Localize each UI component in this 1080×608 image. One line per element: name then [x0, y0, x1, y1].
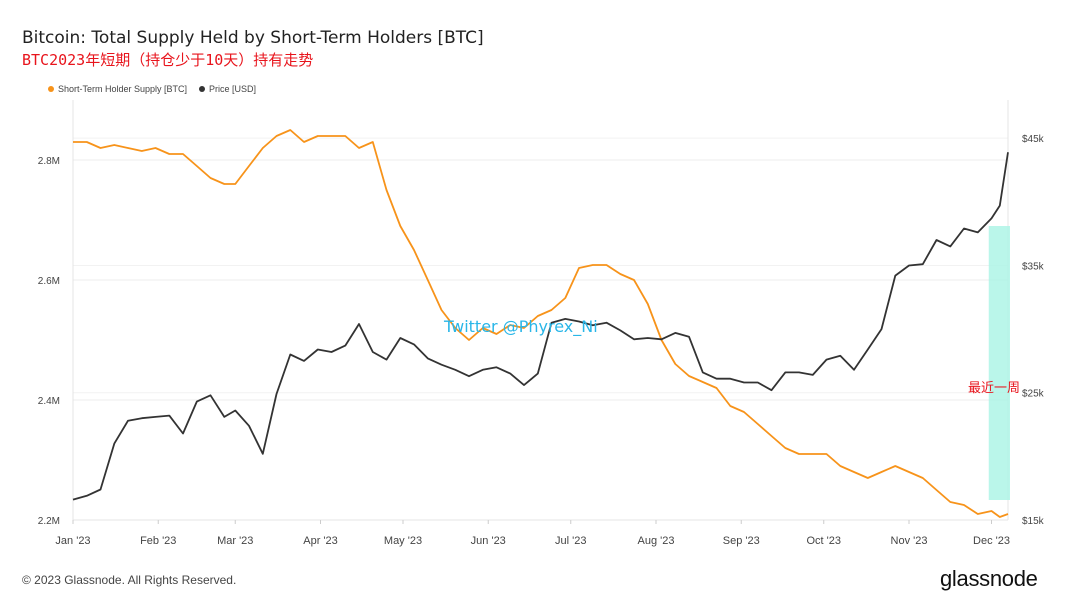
y-right-tick-label: $35k: [1022, 261, 1045, 272]
x-tick-label: Jul '23: [555, 535, 586, 547]
x-tick-label: May '23: [384, 535, 422, 547]
y-left-tick-label: 2.2M: [38, 516, 60, 527]
x-tick-label: Aug '23: [638, 535, 675, 547]
chart-subtitle: BTC2023年短期（持仓少于10天）持有走势: [22, 51, 314, 69]
y-right-tick-label: $25k: [1022, 389, 1045, 400]
y-right-tick-label: $15k: [1022, 516, 1045, 527]
legend: Short-Term Holder Supply [BTC] Price [US…: [48, 84, 256, 94]
watermark: Twitter @Phyrex_Ni: [443, 317, 598, 337]
legend-swatch-price: [199, 86, 206, 92]
glassnode-logo[interactable]: glassnode: [940, 566, 1038, 591]
legend-item-price[interactable]: Price [USD]: [199, 84, 256, 94]
x-tick-label: Jan '23: [55, 535, 90, 547]
x-tick-label: Sep '23: [723, 535, 760, 547]
grid: [72, 100, 1009, 521]
x-tick-label: Oct '23: [806, 535, 841, 547]
series-line-price: [72, 152, 1009, 501]
chart-title: Bitcoin: Total Supply Held by Short-Term…: [22, 28, 484, 48]
y-left-tick-label: 2.4M: [38, 396, 60, 407]
legend-label-price: Price [USD]: [209, 84, 257, 94]
legend-label-sth-supply: Short-Term Holder Supply [BTC]: [58, 84, 188, 94]
x-tick-label: Mar '23: [217, 535, 253, 547]
series-layer: [72, 129, 1009, 518]
x-tick-label: Apr '23: [303, 535, 338, 547]
y-left-tick-label: 2.6M: [38, 276, 60, 287]
x-tick-label: Jun '23: [471, 535, 506, 547]
legend-swatch-sth-supply: [48, 86, 54, 92]
last-week-highlight: [988, 226, 1010, 500]
axes: 2.2M 2.4M 2.6M 2.8M $15k $25k $35k $45k Jan '23 F…: [38, 134, 1045, 547]
y-left-tick-label: 2.8M: [38, 156, 60, 167]
highlight-layer: [988, 226, 1010, 500]
series-line-sth-supply: [73, 129, 1009, 518]
x-tick-label: Feb '23: [140, 535, 176, 547]
x-tick-label: Nov '23: [891, 535, 928, 547]
last-week-annotation: 最近一周: [968, 381, 1020, 396]
copyright: © 2023 Glassnode. All Rights Reserved.: [22, 573, 237, 587]
y-right-tick-label: $45k: [1022, 134, 1045, 145]
legend-item-sth-supply[interactable]: Short-Term Holder Supply [BTC]: [48, 84, 187, 94]
x-tick-label: Dec '23: [973, 535, 1010, 547]
